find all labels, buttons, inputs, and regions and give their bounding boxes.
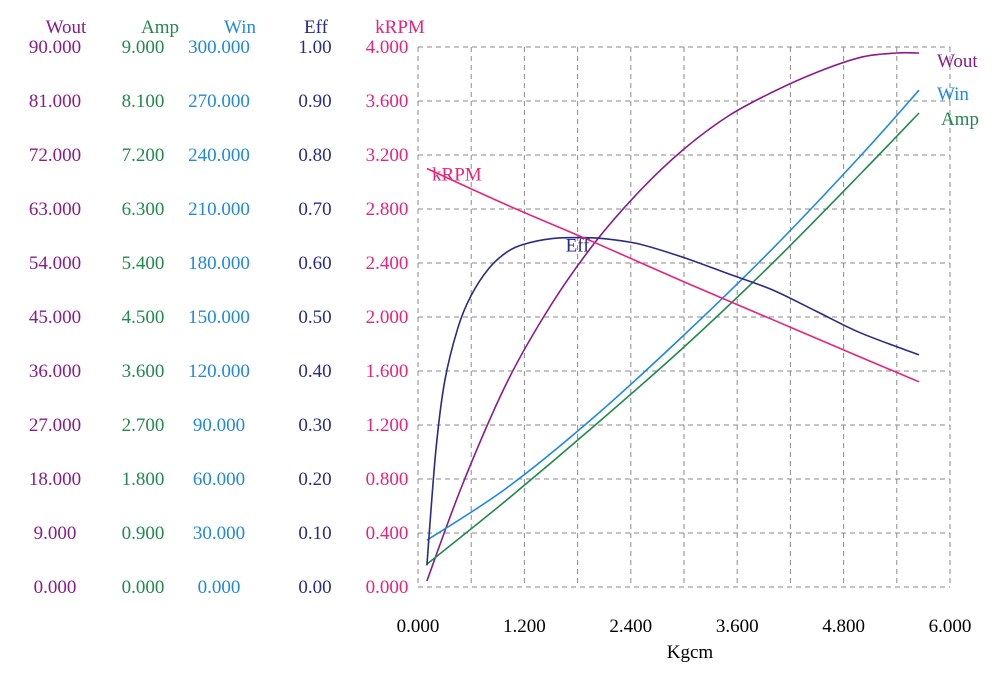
y-tick-label-win: 300.000 — [188, 37, 250, 58]
y-axis-title-amp: Amp — [141, 17, 179, 38]
y-tick-label-eff: 0.10 — [298, 523, 331, 544]
y-tick-label-win: 30.000 — [193, 523, 245, 544]
y-tick-label-amp: 0.000 — [122, 577, 165, 598]
y-tick-label-amp: 9.000 — [122, 37, 165, 58]
y-tick-label-krpm: 0.800 — [366, 469, 409, 490]
y-tick-label-wout: 54.000 — [29, 253, 81, 274]
y-axis-title-win: Win — [224, 17, 256, 38]
y-tick-label-amp: 2.700 — [122, 415, 165, 436]
y-tick-label-eff: 1.00 — [298, 37, 331, 58]
series-label-krpm: kRPM — [432, 165, 482, 186]
y-tick-label-krpm: 1.200 — [366, 415, 409, 436]
y-tick-label-eff: 0.90 — [298, 91, 331, 112]
x-tick-label: 4.800 — [822, 616, 865, 637]
y-tick-label-win: 210.000 — [188, 199, 250, 220]
y-tick-label-win: 180.000 — [188, 253, 250, 274]
y-tick-label-eff: 0.50 — [298, 307, 331, 328]
series-line-krpm — [426, 167, 920, 383]
y-tick-label-wout: 90.000 — [29, 37, 81, 58]
y-tick-label-amp: 8.100 — [122, 91, 165, 112]
series-line-amp — [426, 112, 920, 565]
y-tick-label-krpm: 1.600 — [366, 361, 409, 382]
y-tick-label-krpm: 2.000 — [366, 307, 409, 328]
y-tick-label-amp: 4.500 — [122, 307, 165, 328]
x-tick-label: 6.000 — [929, 616, 972, 637]
y-tick-label-wout: 36.000 — [29, 361, 81, 382]
y-tick-label-win: 270.000 — [188, 91, 250, 112]
y-tick-label-win: 90.000 — [193, 415, 245, 436]
curves — [426, 51, 920, 582]
y-tick-label-amp: 5.400 — [122, 253, 165, 274]
grid — [417, 46, 951, 588]
y-tick-label-eff: 0.70 — [298, 199, 331, 220]
x-tick-label: 3.600 — [716, 616, 759, 637]
y-axis-title-wout: Wout — [46, 17, 87, 38]
y-tick-label-wout: 63.000 — [29, 199, 81, 220]
y-tick-label-krpm: 2.800 — [366, 199, 409, 220]
x-tick-label: 1.200 — [503, 616, 546, 637]
y-tick-label-krpm: 0.400 — [366, 523, 409, 544]
series-label-amp: Amp — [941, 109, 979, 130]
y-tick-label-amp: 6.300 — [122, 199, 165, 220]
series-label-wout: Wout — [937, 51, 978, 72]
y-tick-label-amp: 3.600 — [122, 361, 165, 382]
y-tick-label-wout: 27.000 — [29, 415, 81, 436]
y-tick-label-wout: 81.000 — [29, 91, 81, 112]
y-tick-label-win: 150.000 — [188, 307, 250, 328]
x-tick-label: 0.000 — [397, 616, 440, 637]
y-tick-label-krpm: 3.200 — [366, 145, 409, 166]
y-tick-label-wout: 72.000 — [29, 145, 81, 166]
series-label-eff: Eff — [566, 236, 591, 257]
y-tick-label-eff: 0.20 — [298, 469, 331, 490]
y-tick-label-krpm: 0.000 — [366, 577, 409, 598]
y-tick-label-wout: 0.000 — [34, 577, 77, 598]
y-axis-title-krpm: kRPM — [375, 17, 425, 38]
x-tick-label: 2.400 — [609, 616, 652, 637]
series-labels: Wout Amp Win Eff kRPM — [432, 51, 979, 257]
y-tick-label-wout: 45.000 — [29, 307, 81, 328]
y-tick-label-eff: 0.40 — [298, 361, 331, 382]
y-tick-label-eff: 0.00 — [298, 577, 331, 598]
x-axis-title: Kgcm — [667, 642, 714, 663]
y-tick-label-wout: 9.000 — [34, 523, 77, 544]
series-line-eff — [426, 236, 920, 566]
y-tick-label-wout: 18.000 — [29, 469, 81, 490]
y-tick-label-win: 0.000 — [198, 577, 241, 598]
y-tick-label-krpm: 3.600 — [366, 91, 409, 112]
y-tick-label-eff: 0.30 — [298, 415, 331, 436]
y-tick-label-win: 240.000 — [188, 145, 250, 166]
series-line-wout — [426, 51, 920, 582]
y-tick-label-amp: 7.200 — [122, 145, 165, 166]
y-tick-label-eff: 0.60 — [298, 253, 331, 274]
y-tick-label-amp: 1.800 — [122, 469, 165, 490]
y-axis-title-eff: Eff — [304, 17, 329, 38]
y-tick-label-win: 120.000 — [188, 361, 250, 382]
y-tick-label-amp: 0.900 — [122, 523, 165, 544]
y-tick-label-win: 60.000 — [193, 469, 245, 490]
series-line-win — [426, 89, 920, 541]
y-tick-label-krpm: 4.000 — [366, 37, 409, 58]
axes: Wout 0.000 9.000 18.000 27.000 36.000 45.000 54… — [29, 17, 972, 637]
y-tick-label-krpm: 2.400 — [366, 253, 409, 274]
series-label-win: Win — [937, 84, 969, 105]
y-tick-label-eff: 0.80 — [298, 145, 331, 166]
